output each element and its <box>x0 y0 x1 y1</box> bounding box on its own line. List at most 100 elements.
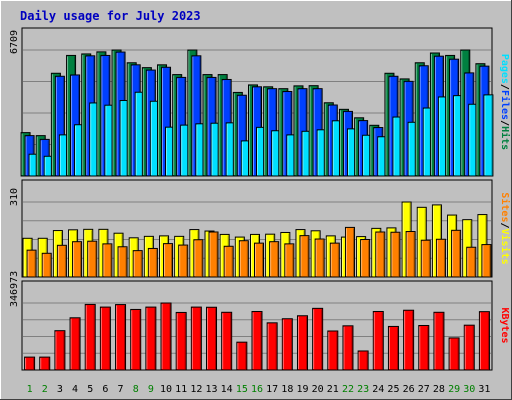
legend-files: Files <box>499 90 511 120</box>
bar-sites-day-27 <box>420 239 431 278</box>
bar-kbytes-day-21-fill <box>327 330 339 371</box>
panel-visitors-max-label: 310 <box>9 188 20 206</box>
bar-kbytes-day-9 <box>145 306 157 371</box>
legend-separator: / <box>499 84 510 90</box>
bar-sites-day-22 <box>344 226 355 278</box>
day-label-29: 29 <box>448 384 460 395</box>
day-label-25: 25 <box>387 384 399 395</box>
day-label-26: 26 <box>403 384 415 395</box>
bar-kbytes-day-26 <box>403 309 415 371</box>
bar-kbytes-day-14-fill <box>221 311 233 371</box>
bar-kbytes-day-11-fill <box>175 311 187 371</box>
bar-kbytes-day-15 <box>236 341 248 371</box>
bar-sites-day-28 <box>435 238 446 278</box>
bar-sites-day-27-fill <box>420 239 431 278</box>
panel-visitors-legend: Sites/Visits <box>499 192 511 264</box>
bar-sites-day-9-fill <box>147 247 158 278</box>
bar-kbytes-day-24-fill <box>372 310 384 371</box>
panel-kbytes-max-label: 346973 <box>9 271 20 307</box>
bar-sites-day-25-fill <box>390 231 401 278</box>
bar-sites-day-25 <box>390 231 401 278</box>
bar-kbytes-day-10-fill <box>160 302 172 371</box>
bar-kbytes-day-26-fill <box>403 309 415 371</box>
bar-kbytes-day-1 <box>24 356 36 371</box>
bar-kbytes-day-4 <box>69 317 81 371</box>
bar-sites-day-29 <box>451 229 462 278</box>
day-label-13: 13 <box>205 384 217 395</box>
panel-requests-legend: Pages/Files/Hits <box>499 54 511 150</box>
bar-sites-day-21-fill <box>329 242 340 278</box>
bar-kbytes-day-21 <box>327 330 339 371</box>
bar-kbytes-day-17-fill <box>266 322 278 371</box>
bar-sites-day-8 <box>132 250 143 278</box>
bar-sites-day-12 <box>193 239 204 278</box>
chart-title: Daily usage for July 2023 <box>20 9 201 23</box>
bar-kbytes-day-23-fill <box>357 350 369 371</box>
bar-pages-day-31-fill <box>483 94 494 177</box>
day-axis-labels: 1 2 3 4 5 6 7 8 9 10 11 12 13 14 15 16 17 18 19 20 21 22 23 24 2… <box>27 384 491 395</box>
day-label-22: 22 <box>342 384 354 395</box>
day-label-5: 5 <box>87 384 93 395</box>
bar-sites-day-14 <box>223 245 234 278</box>
bar-kbytes-day-10 <box>160 302 172 371</box>
bar-sites-day-14-fill <box>223 245 234 278</box>
day-label-17: 17 <box>266 384 278 395</box>
day-label-19: 19 <box>296 384 308 395</box>
bar-sites-day-26 <box>405 231 416 278</box>
day-label-18: 18 <box>281 384 293 395</box>
bar-kbytes-day-18-fill <box>281 318 293 371</box>
bar-kbytes-day-27-fill <box>418 324 430 371</box>
panel-requests: 6709 Pages/Files/Hits <box>9 27 511 177</box>
bar-sites-day-24 <box>375 231 386 278</box>
bar-kbytes-day-20 <box>312 307 324 371</box>
bar-sites-day-2 <box>41 252 52 278</box>
bar-sites-day-23 <box>360 239 371 278</box>
bar-kbytes-day-5-fill <box>84 303 96 371</box>
bar-kbytes-day-2 <box>39 356 51 371</box>
bar-kbytes-day-29 <box>448 337 460 371</box>
bar-sites-day-5-fill <box>87 240 98 278</box>
bar-sites-day-9 <box>147 247 158 278</box>
bar-kbytes-day-12 <box>190 306 202 371</box>
bar-kbytes-day-28 <box>433 311 445 371</box>
legend-separator: / <box>499 222 510 228</box>
bar-sites-day-13-fill <box>208 231 219 278</box>
bar-sites-day-16-fill <box>254 242 264 278</box>
day-label-23: 23 <box>357 384 369 395</box>
bar-sites-day-21 <box>329 242 340 278</box>
bar-sites-day-3 <box>56 244 67 278</box>
legend-sites: Sites <box>499 192 511 222</box>
panel-kbytes-legend: KBytes <box>499 307 510 343</box>
bar-kbytes-day-4-fill <box>69 317 81 371</box>
bar-sites-day-5 <box>87 240 98 278</box>
bar-sites-day-3-fill <box>56 244 67 278</box>
day-label-11: 11 <box>175 384 187 395</box>
bar-sites-day-12-fill <box>193 239 204 278</box>
bar-sites-day-17-fill <box>269 241 280 278</box>
bar-sites-day-19 <box>299 235 310 278</box>
panel-visitors: 310 Sites/Visits <box>9 179 511 278</box>
bar-kbytes-day-27 <box>418 324 430 371</box>
panel-requests-max-label: 6709 <box>9 30 20 54</box>
bar-kbytes-day-22 <box>342 325 354 371</box>
bar-sites-day-15-fill <box>238 240 249 278</box>
bar-sites-day-19-fill <box>299 235 310 278</box>
bar-kbytes-day-7 <box>115 304 127 371</box>
bar-sites-day-26-fill <box>405 231 416 278</box>
bar-sites-day-23-fill <box>360 239 371 278</box>
bar-kbytes-day-2-fill <box>39 356 51 371</box>
day-label-4: 4 <box>72 384 78 395</box>
bar-kbytes-day-22-fill <box>342 325 354 371</box>
day-label-14: 14 <box>221 384 233 395</box>
bar-kbytes-day-11 <box>175 311 187 371</box>
bar-sites-day-15 <box>238 240 249 278</box>
bar-kbytes-day-16 <box>251 310 263 371</box>
bar-kbytes-day-17 <box>266 322 278 371</box>
day-label-10: 10 <box>160 384 172 395</box>
legend-pages: Pages <box>499 54 510 84</box>
bar-kbytes-day-23 <box>357 350 369 371</box>
bar-kbytes-day-6 <box>99 306 111 371</box>
bar-sites-day-17 <box>269 241 280 278</box>
bar-sites-day-2-fill <box>41 252 52 278</box>
